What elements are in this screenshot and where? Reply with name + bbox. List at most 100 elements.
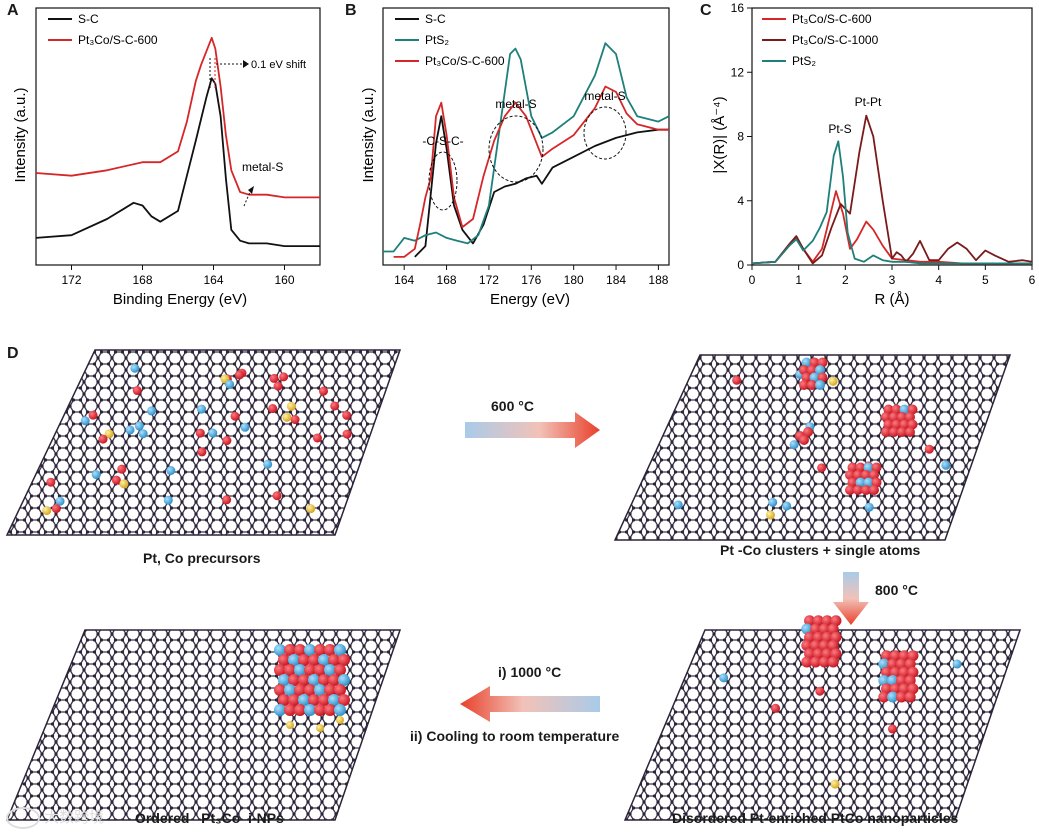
pt-atom (51, 504, 61, 514)
pt-atom (290, 415, 300, 425)
pt-atom (845, 485, 855, 495)
pt-atom (284, 664, 296, 676)
pt-atom (222, 436, 232, 446)
series-line-pts2 (383, 42, 670, 253)
s-atom (765, 510, 775, 520)
s-atom (42, 506, 52, 516)
x-tick-label: 160 (274, 273, 294, 287)
caption-disordered-nps: Disordered Pt-enriched PtCo nanoparticle… (672, 810, 959, 826)
pt-atom (799, 435, 809, 445)
pt-atom (284, 704, 296, 716)
disordered-nanoparticles (719, 615, 962, 789)
s-atom (336, 716, 344, 724)
pt-atom (195, 428, 205, 438)
co-atom (719, 673, 729, 683)
pt-atom (197, 447, 207, 457)
co-atom (274, 704, 286, 716)
pt-atom (807, 380, 817, 390)
legend-label-pt3co-600: Pt₃Co/S-C-600 (78, 33, 158, 47)
pt-atom (328, 674, 340, 686)
co-atom (147, 406, 157, 416)
co-atom (815, 380, 825, 390)
pt-atom (298, 654, 310, 666)
chart-b-xlabel: Energy (eV) (490, 291, 570, 308)
pt-atom (294, 644, 306, 656)
co-atom (782, 501, 792, 511)
pt-atom (268, 404, 278, 414)
pt-atom (897, 427, 907, 437)
dashed-ellipse-metal-s-2 (583, 106, 627, 160)
pt-atom (905, 427, 915, 437)
pt-atom (338, 654, 350, 666)
y-tick-label: 12 (731, 65, 745, 79)
dashed-ellipse-metal-s-1 (488, 115, 544, 183)
pt-atom (304, 664, 316, 676)
co-atom (294, 664, 306, 676)
x-tick-label: 5 (982, 273, 989, 287)
chart-a-legend: S-C Pt₃Co/S-C-600 (48, 12, 158, 47)
pt-atom (817, 463, 827, 473)
pt-atom (312, 433, 322, 443)
pt-atom (269, 373, 279, 383)
co-atom (278, 674, 290, 686)
panel-label-b: B (345, 2, 357, 19)
pt-atom (815, 686, 825, 696)
arrow-step-600 (465, 412, 600, 448)
co-atom (324, 664, 336, 676)
chart-b-legend: S-C PtS₂ Pt₃Co/S-C-600 (395, 12, 505, 68)
pt-atom (234, 370, 244, 380)
pt-atom (294, 704, 306, 716)
graphene-sheet-top-left (5, 349, 402, 536)
x-tick-label: 172 (61, 273, 81, 287)
pt-atom (308, 654, 320, 666)
series-line-pts2 (751, 140, 1032, 265)
co-atom (304, 704, 316, 716)
x-tick-label: 184 (606, 273, 626, 287)
pt-atom (338, 694, 350, 706)
co-atom (298, 694, 310, 706)
pt-atom (810, 656, 822, 668)
x-tick-label: 176 (521, 273, 541, 287)
co-atom (91, 470, 101, 480)
pt-atom (328, 654, 340, 666)
co-atom (338, 674, 350, 686)
pt-atom (324, 644, 336, 656)
annotation-shift: 0.1 eV shift (251, 59, 306, 71)
pt-atom (881, 427, 891, 437)
pt-atom (314, 664, 326, 676)
pt-atom (861, 485, 871, 495)
pt-atom (274, 664, 286, 676)
x-tick-label: 3 (889, 273, 896, 287)
pt-atom (308, 694, 320, 706)
pt-atom (46, 477, 56, 487)
co-atom (941, 460, 951, 470)
annotation-metal-s-1: metal-S (495, 97, 536, 111)
co-atom (284, 684, 296, 696)
pt-atom (803, 427, 813, 437)
y-tick-label: 4 (737, 194, 744, 208)
co-atom (952, 659, 962, 669)
s-atom (830, 779, 840, 789)
x-tick-label: 164 (203, 273, 223, 287)
co-atom (314, 684, 326, 696)
pt-atom (304, 684, 316, 696)
pt-atom (132, 386, 142, 396)
pt-atom (279, 372, 289, 382)
pt-atom (330, 401, 340, 411)
pt-atom (904, 691, 916, 703)
s-atom (286, 401, 296, 411)
pt-atom (88, 410, 98, 420)
x-tick-label: 0 (749, 273, 756, 287)
chart-a-ylabel: Intensity (a.u.) (12, 87, 29, 182)
plot-frame (382, 7, 670, 266)
chart-c-legend: Pt₃Co/S-C-600 Pt₃Co/S-C-1000 PtS₂ (762, 12, 879, 68)
watermark-logo-icon (6, 807, 40, 830)
pt-atom (314, 644, 326, 656)
chart-a-metal-s-annotation: metal-S (242, 160, 283, 207)
co-atom (318, 654, 330, 666)
co-atom (887, 691, 899, 703)
annotation-pt-s: Pt-S (828, 122, 851, 136)
arrow-step-800 (833, 572, 869, 625)
panel-label-d: D (7, 345, 19, 362)
precursor-atoms (42, 363, 352, 516)
